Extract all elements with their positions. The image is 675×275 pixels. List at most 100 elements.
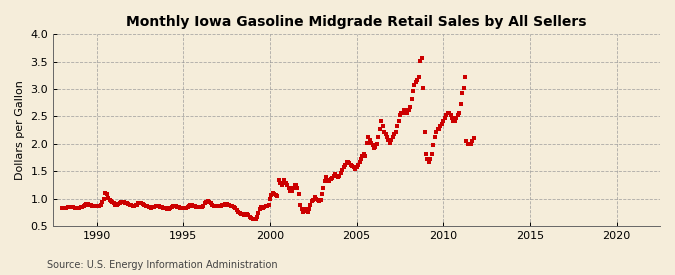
Point bbox=[418, 86, 429, 90]
Point bbox=[163, 207, 174, 211]
Point bbox=[211, 204, 222, 208]
Point bbox=[438, 119, 449, 123]
Point bbox=[468, 136, 479, 141]
Point bbox=[149, 205, 160, 209]
Point bbox=[467, 139, 478, 143]
Point bbox=[442, 110, 453, 115]
Point bbox=[198, 204, 209, 208]
Point bbox=[190, 204, 200, 208]
Point bbox=[260, 204, 271, 208]
Point bbox=[399, 108, 410, 112]
Point bbox=[110, 202, 121, 207]
Point bbox=[172, 205, 183, 209]
Point bbox=[99, 196, 109, 201]
Point bbox=[88, 204, 99, 208]
Point bbox=[84, 202, 95, 207]
Point bbox=[348, 165, 359, 169]
Point bbox=[304, 207, 315, 212]
Point bbox=[428, 143, 439, 148]
Point bbox=[429, 135, 440, 139]
Point bbox=[176, 206, 187, 211]
Point bbox=[364, 138, 375, 142]
Point bbox=[385, 141, 396, 145]
Point bbox=[290, 183, 301, 188]
Point bbox=[126, 203, 136, 207]
Point bbox=[195, 205, 206, 210]
Point bbox=[410, 80, 421, 85]
Point bbox=[454, 110, 464, 115]
Point bbox=[237, 212, 248, 217]
Point bbox=[280, 180, 291, 185]
Point bbox=[132, 202, 142, 207]
Point bbox=[134, 201, 145, 205]
Point bbox=[81, 202, 92, 206]
Point bbox=[310, 196, 321, 201]
Point bbox=[396, 110, 407, 115]
Point bbox=[86, 203, 97, 207]
Point bbox=[218, 202, 229, 207]
Point bbox=[432, 127, 443, 131]
Point bbox=[253, 211, 264, 215]
Point bbox=[282, 183, 293, 188]
Point bbox=[72, 206, 83, 211]
Point bbox=[387, 135, 398, 139]
Point bbox=[213, 204, 223, 208]
Point bbox=[191, 205, 202, 209]
Point bbox=[421, 152, 431, 156]
Point bbox=[374, 127, 385, 131]
Point bbox=[358, 152, 369, 156]
Point bbox=[152, 204, 163, 208]
Point bbox=[296, 207, 307, 212]
Point bbox=[402, 110, 412, 115]
Point bbox=[298, 210, 308, 214]
Point bbox=[146, 206, 157, 210]
Point bbox=[151, 204, 161, 208]
Point bbox=[242, 212, 252, 217]
Point bbox=[312, 198, 323, 202]
Point bbox=[272, 194, 283, 199]
Point bbox=[113, 202, 124, 206]
Point bbox=[408, 89, 418, 93]
Point bbox=[456, 91, 467, 96]
Point bbox=[273, 178, 284, 182]
Point bbox=[340, 163, 350, 167]
Point bbox=[65, 205, 76, 209]
Point bbox=[111, 202, 122, 207]
Point bbox=[286, 189, 297, 193]
Point bbox=[261, 204, 272, 208]
Point bbox=[357, 154, 368, 159]
Point bbox=[194, 205, 205, 210]
Point bbox=[284, 186, 294, 190]
Point bbox=[171, 204, 182, 208]
Point bbox=[142, 204, 153, 208]
Point bbox=[234, 211, 245, 215]
Point bbox=[205, 201, 216, 206]
Point bbox=[67, 205, 78, 209]
Point bbox=[168, 204, 179, 208]
Point bbox=[208, 204, 219, 208]
Point bbox=[338, 165, 349, 169]
Point bbox=[78, 204, 89, 208]
Point bbox=[277, 180, 288, 185]
Point bbox=[389, 132, 400, 137]
Point bbox=[294, 191, 304, 196]
Point bbox=[435, 124, 446, 128]
Point bbox=[169, 204, 180, 208]
Point bbox=[309, 195, 320, 200]
Point bbox=[398, 110, 408, 115]
Point bbox=[101, 192, 112, 196]
Point bbox=[62, 205, 73, 210]
Point bbox=[289, 183, 300, 188]
Point bbox=[61, 206, 72, 210]
Point bbox=[244, 214, 255, 219]
Point bbox=[443, 110, 454, 115]
Point bbox=[266, 192, 277, 197]
Point bbox=[462, 142, 473, 146]
Point bbox=[263, 202, 274, 207]
Point bbox=[257, 206, 268, 210]
Point bbox=[153, 204, 164, 208]
Point bbox=[157, 206, 168, 210]
Point bbox=[433, 127, 444, 131]
Point bbox=[115, 200, 126, 205]
Point bbox=[91, 204, 102, 208]
